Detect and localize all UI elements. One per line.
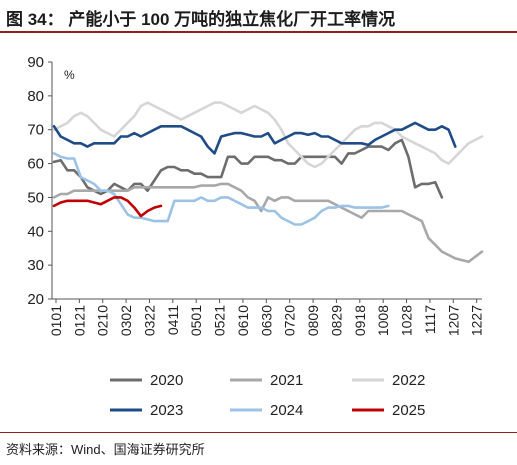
figure-header: 图 34： 产能小于 100 万吨的独立焦化厂开工率情况 (0, 0, 517, 30)
legend-label-2023: 2023 (150, 402, 183, 419)
figure-title: 图 34： 产能小于 100 万吨的独立焦化厂开工率情况 (6, 10, 396, 29)
x-tick-label: 0501 (188, 305, 204, 336)
x-tick-label: 0610 (235, 305, 251, 336)
y-unit-label: % (64, 68, 75, 82)
x-tick-label: 1117 (422, 305, 438, 334)
title-rule (0, 31, 517, 33)
legend-label-2021: 2021 (270, 372, 303, 389)
series-line-2022 (52, 101, 484, 169)
line-chart: 20 30 40 50 60 70 80 90% 0101 0121 0210 0302 0322 041… (27, 54, 485, 419)
series-line-2025 (52, 196, 163, 218)
legend-label-2020: 2020 (150, 372, 183, 389)
y-tick-label: 80 (27, 88, 44, 105)
y-tick-label: 30 (27, 257, 44, 274)
x-tick-label: 0521 (212, 305, 228, 336)
y-tick-label: 60 (27, 156, 44, 173)
x-tick-label: 1008 (375, 305, 391, 336)
legend-label-2024: 2024 (270, 402, 303, 419)
series-line-2020 (52, 138, 444, 199)
series-line-2021 (52, 182, 484, 264)
series-line-2024 (52, 152, 390, 226)
x-tick-label: 0809 (305, 305, 321, 336)
y-tick-label: 20 (27, 291, 44, 308)
y-tick-label: 70 (27, 122, 44, 139)
x-tick-label: 0411 (165, 305, 181, 335)
x-tick-label: 0302 (118, 305, 134, 336)
y-tick-label: 40 (27, 223, 44, 240)
x-tick-label: 1227 (469, 305, 485, 336)
x-tick-label: 0720 (282, 305, 298, 336)
x-tick-label: 0101 (48, 305, 64, 336)
series-line-2023 (52, 121, 457, 155)
legend-label-2025: 2025 (392, 402, 425, 419)
source-rule (0, 432, 517, 433)
x-tick-label: 0630 (258, 305, 274, 336)
x-tick-label: 0121 (71, 305, 87, 336)
legend-label-2022: 2022 (392, 372, 425, 389)
x-tick-label: 1028 (399, 305, 415, 336)
x-tick-label: 0918 (352, 305, 368, 336)
x-tick-label: 1207 (445, 305, 461, 336)
x-tick-label: 0210 (95, 305, 111, 336)
x-tick-label: 0829 (328, 305, 344, 336)
x-tick-label: 0322 (141, 305, 157, 336)
y-tick-label: 50 (27, 189, 44, 206)
y-tick-label: 90 (27, 54, 44, 71)
source-note: 资料来源：Wind、国海证券研究所 (6, 442, 205, 457)
